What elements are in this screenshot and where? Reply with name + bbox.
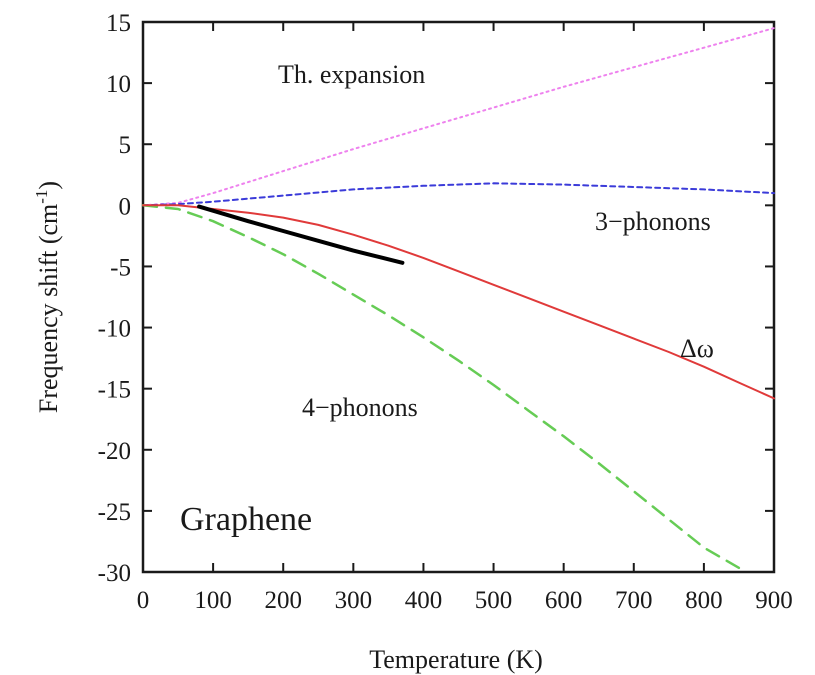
- x-tick-label: 0: [137, 587, 150, 614]
- series-line-delta-omega: [142, 204, 775, 400]
- y-tick-label: 15: [106, 10, 131, 37]
- x-tick-label: 700: [615, 587, 653, 614]
- x-tick-label: 200: [264, 587, 302, 614]
- x-tick-label: 300: [335, 587, 373, 614]
- y-tick-label: -20: [98, 438, 131, 465]
- series-line-th-expansion: [142, 27, 775, 207]
- y-tick-label: -25: [98, 499, 131, 526]
- y-tick-label: -30: [98, 560, 131, 587]
- plot-frame: [141, 20, 776, 574]
- x-tick-label: 100: [194, 587, 232, 614]
- y-axis-title: Frequency shift (cm-1): [32, 181, 63, 413]
- series-layer: [141, 27, 775, 574]
- y-tick-label: -10: [98, 316, 131, 343]
- series-line-four-phonons: [141, 204, 748, 574]
- x-tick-label: 400: [405, 587, 443, 614]
- y-axis-title-main: Frequency shift (cm: [34, 204, 63, 413]
- y-tick-label: 0: [119, 193, 132, 220]
- annotation-delta-omega: Δω: [680, 334, 714, 363]
- tick-labels: 0 100 200 300 400 500 600 700 800 900 15 10 5 0 -5 -10 -…: [98, 10, 793, 614]
- y-axis-title-sup: -1: [32, 190, 51, 204]
- y-tick-label: 10: [106, 71, 131, 98]
- series-line-three-phonons: [142, 182, 775, 207]
- x-tick-label: 600: [545, 587, 583, 614]
- x-tick-label: 500: [475, 587, 513, 614]
- x-tick-label: 900: [755, 587, 793, 614]
- annotation-th-expansion: Th. expansion: [278, 60, 425, 89]
- y-tick-label: 5: [119, 132, 132, 159]
- x-tick-label: 800: [685, 587, 723, 614]
- axis-ticks: [142, 21, 775, 573]
- annotation-4-phonons: 4−phonons: [302, 393, 418, 422]
- y-axis-title-close: ): [34, 181, 63, 190]
- x-axis-title: Temperature (K): [369, 645, 543, 674]
- series-line-experiment: [197, 204, 405, 265]
- annotation-3-phonons: 3−phonons: [595, 207, 711, 236]
- y-tick-label: -5: [110, 254, 131, 281]
- annotation-graphene: Graphene: [180, 501, 312, 538]
- y-tick-label: -15: [98, 377, 131, 404]
